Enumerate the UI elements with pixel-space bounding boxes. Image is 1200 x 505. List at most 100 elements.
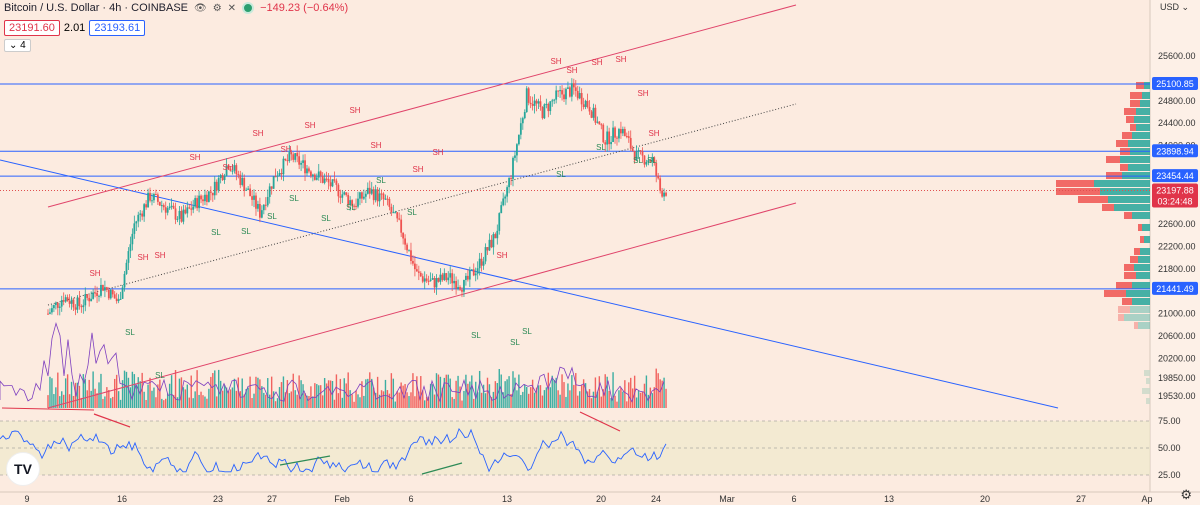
candle-body bbox=[298, 156, 301, 165]
spread-value: 2.01 bbox=[63, 22, 86, 34]
candle-body bbox=[258, 203, 261, 218]
volume-bar bbox=[531, 379, 534, 408]
volume-bar bbox=[424, 400, 426, 408]
swing-low-label: SL bbox=[321, 214, 331, 223]
volume-profile-down-bar bbox=[1056, 180, 1094, 187]
volume-bar bbox=[225, 387, 228, 408]
candle-body bbox=[455, 280, 458, 289]
volume-bar bbox=[84, 379, 86, 408]
candle-body bbox=[245, 189, 248, 191]
candle-body bbox=[359, 192, 361, 199]
volume-profile-down-bar bbox=[1124, 272, 1136, 279]
price-tick-label: 20600.00 bbox=[1158, 331, 1196, 341]
volume-profile-up-bar bbox=[1128, 164, 1150, 171]
candle-body bbox=[131, 233, 134, 245]
candle-body bbox=[62, 300, 65, 302]
volume-bar bbox=[420, 376, 422, 408]
volume-bar bbox=[55, 387, 57, 408]
candle-body bbox=[103, 287, 106, 291]
candle-body bbox=[139, 213, 142, 215]
channel-median-line[interactable] bbox=[47, 103, 797, 306]
volume-bar bbox=[598, 376, 601, 408]
volume-bar bbox=[157, 384, 159, 408]
candle-body bbox=[76, 297, 79, 310]
volume-bar bbox=[516, 390, 518, 408]
swing-high-label: SH bbox=[154, 251, 165, 260]
volume-bar bbox=[66, 374, 69, 408]
volume-bar bbox=[267, 378, 269, 408]
price-axis[interactable] bbox=[1150, 0, 1200, 505]
sell-button[interactable]: 23191.60 bbox=[4, 20, 60, 36]
descending-trendline[interactable] bbox=[0, 159, 1059, 409]
candle-body bbox=[343, 192, 346, 195]
close-icon[interactable]: ✕ bbox=[227, 2, 237, 14]
settings-icon[interactable]: ⚙ bbox=[212, 2, 222, 14]
volume-bar bbox=[539, 385, 542, 408]
volume-bar bbox=[579, 391, 581, 408]
volume-bar bbox=[365, 379, 367, 408]
indicators-collapse-button[interactable]: ⌄ 4 bbox=[4, 39, 31, 52]
volume-bar bbox=[508, 376, 510, 408]
volume-bar bbox=[463, 390, 465, 408]
volume-bar bbox=[616, 401, 618, 408]
volume-bar bbox=[445, 374, 447, 408]
candle-body bbox=[306, 168, 308, 174]
candle-body bbox=[302, 160, 304, 163]
candle-body bbox=[347, 194, 350, 205]
candle-body bbox=[270, 186, 273, 189]
candle-body bbox=[474, 273, 477, 276]
candle-body bbox=[217, 178, 220, 191]
price-tick-label: 19850.00 bbox=[1158, 373, 1196, 383]
candle-body bbox=[463, 280, 465, 292]
volume-profile-down-bar bbox=[1118, 306, 1130, 313]
volume-bar bbox=[639, 392, 642, 408]
volume-bar bbox=[349, 390, 351, 408]
volume-bar bbox=[168, 383, 171, 408]
tradingview-logo[interactable]: TV bbox=[6, 452, 40, 486]
volume-bar bbox=[290, 391, 292, 408]
volume-bar bbox=[190, 375, 192, 408]
candle-body bbox=[484, 247, 487, 262]
volume-bar bbox=[441, 387, 444, 408]
volume-bar bbox=[645, 375, 648, 408]
candle-body bbox=[574, 87, 577, 91]
volume-bar bbox=[323, 378, 326, 408]
channel-lower-line[interactable] bbox=[47, 202, 797, 409]
swing-low-label: SL bbox=[289, 194, 299, 203]
volume-bar bbox=[608, 390, 610, 408]
volume-bar bbox=[135, 385, 137, 408]
volume-bar bbox=[549, 387, 551, 408]
eye-icon[interactable]: 👁 bbox=[194, 2, 207, 14]
rsi-line[interactable] bbox=[0, 427, 667, 473]
volume-bar bbox=[184, 389, 187, 408]
candle-body bbox=[388, 198, 391, 207]
candle-body bbox=[502, 198, 505, 206]
candle-body bbox=[70, 299, 73, 304]
candle-body bbox=[572, 83, 575, 88]
symbol-header[interactable]: Bitcoin / U.S. Dollar · 4h · COINBASE 👁 … bbox=[4, 2, 348, 14]
volume-bar bbox=[72, 395, 75, 408]
volume-bar bbox=[141, 372, 143, 408]
chart-settings-gear-icon[interactable]: ⚙ bbox=[1180, 487, 1192, 502]
candle-body bbox=[155, 194, 157, 196]
volume-bar bbox=[663, 377, 665, 408]
candle-body bbox=[663, 192, 665, 197]
volume-bar bbox=[231, 387, 234, 408]
buy-button[interactable]: 23193.61 bbox=[89, 20, 146, 36]
candle-body bbox=[49, 312, 51, 314]
volume-bar bbox=[665, 388, 667, 408]
volume-bar bbox=[253, 393, 255, 408]
currency-selector[interactable]: USD ⌄ bbox=[1160, 2, 1190, 12]
channel-upper-line[interactable] bbox=[47, 4, 797, 208]
candle-body bbox=[490, 239, 493, 248]
candle-body bbox=[649, 160, 652, 162]
volume-bar bbox=[51, 378, 53, 408]
volume-bar bbox=[119, 399, 122, 408]
candle-body bbox=[239, 174, 242, 185]
candle-body bbox=[235, 165, 238, 175]
volume-bar bbox=[577, 395, 579, 408]
candle-body bbox=[657, 175, 660, 179]
candle-body bbox=[608, 131, 611, 145]
